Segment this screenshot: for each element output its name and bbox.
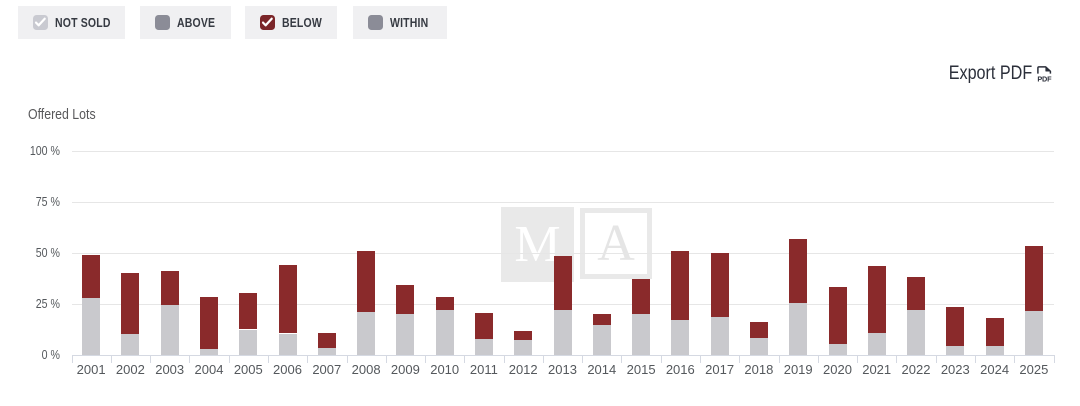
svg-text:PDF: PDF	[1037, 74, 1052, 83]
